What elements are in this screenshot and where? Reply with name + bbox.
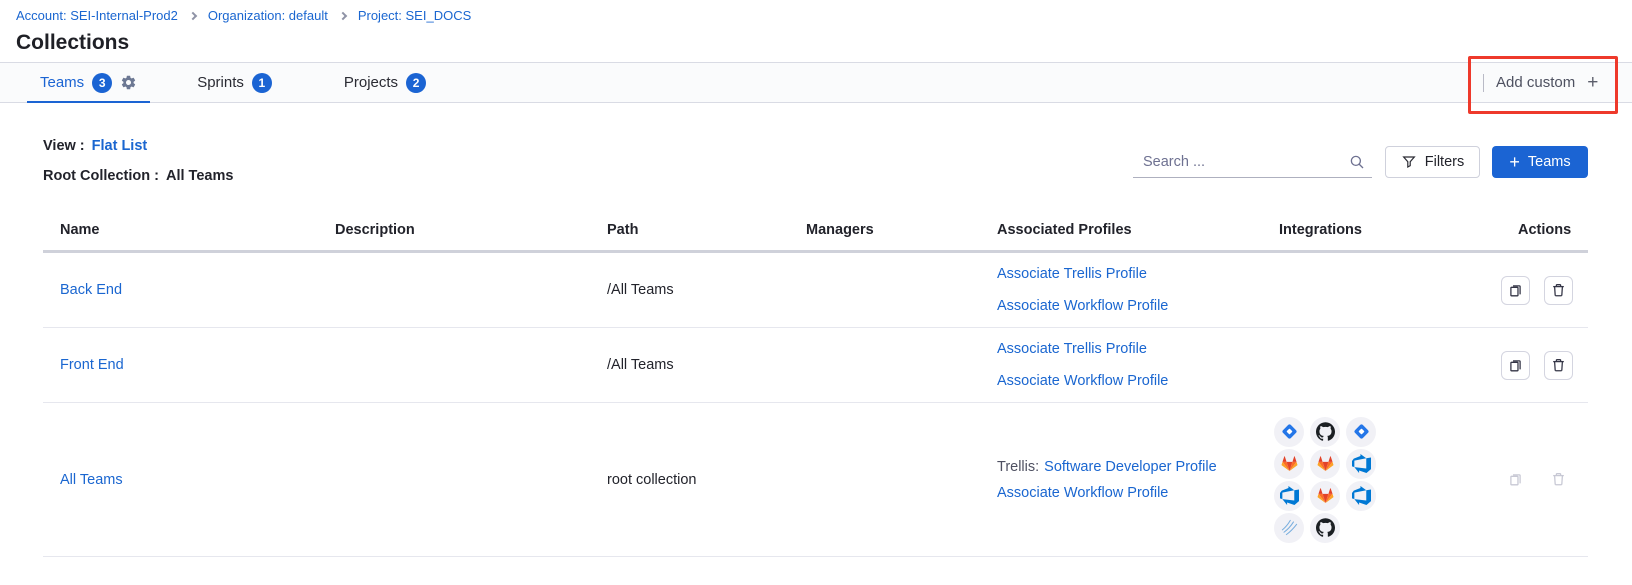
column-header-integrations: Integrations	[1279, 221, 1362, 238]
tab-sprints-count-badge: 1	[251, 72, 272, 93]
search-box	[1133, 146, 1372, 178]
copy-icon	[1510, 359, 1521, 371]
azure-devops-icon	[1274, 480, 1304, 511]
github-icon	[1310, 416, 1340, 447]
software-developer-profile-link[interactable]: Software Developer Profile	[1044, 458, 1217, 475]
copy-icon	[1510, 284, 1521, 296]
column-header-name: Name	[60, 221, 100, 238]
associated-profiles-cell: Associate Trellis Profile Associate Work…	[980, 266, 1262, 314]
table-row: All Teams root collection Trellis: Softwa…	[43, 403, 1588, 557]
column-header-associated-profiles: Associated Profiles	[997, 221, 1132, 238]
breadcrumb-organization-link[interactable]: Organization: default	[207, 8, 328, 23]
breadcrumb-project-link[interactable]: Project: SEI_DOCS	[357, 8, 472, 23]
associate-trellis-profile-link[interactable]: Associate Trellis Profile	[997, 266, 1147, 282]
tab-teams-count-badge: 3	[92, 72, 113, 93]
root-collection-label: Root Collection :	[43, 168, 159, 184]
gear-icon[interactable]	[120, 74, 137, 91]
tab-teams-label: Teams	[40, 74, 85, 91]
trellis-prefix-label: Trellis:	[997, 458, 1040, 475]
page-title: Collections	[16, 31, 130, 54]
tab-sprints-label: Sprints	[197, 74, 244, 91]
tab-teams[interactable]: Teams 3	[27, 63, 151, 103]
tab-projects-count-badge: 2	[406, 72, 427, 93]
associated-profiles-cell: Associate Trellis Profile Associate Work…	[980, 341, 1262, 389]
tab-projects-label: Projects	[343, 74, 399, 91]
view-label: View :	[43, 138, 85, 154]
associate-workflow-profile-link[interactable]: Associate Workflow Profile	[997, 298, 1169, 314]
vertical-divider	[1483, 73, 1484, 92]
search-icon[interactable]	[1348, 153, 1366, 171]
filter-funnel-icon	[1402, 156, 1416, 169]
chevron-right-icon	[338, 11, 348, 20]
path-cell: /All Teams	[607, 282, 674, 298]
filters-button[interactable]: Filters	[1385, 146, 1480, 178]
root-collection-value: All Teams	[166, 168, 234, 184]
table-header-row: Name Description Path Managers Associate…	[43, 209, 1588, 253]
integrations-grid	[1274, 416, 1376, 543]
gitlab-icon	[1274, 448, 1304, 479]
tab-bar: Teams 3 Sprints 1 Projects 2 Add custom …	[0, 62, 1632, 103]
gitlab-icon	[1310, 448, 1340, 479]
trash-icon	[1553, 283, 1564, 296]
actions-cell	[1501, 465, 1588, 494]
breadcrumb-account-link[interactable]: Account: SEI-Internal-Prod2	[16, 8, 178, 23]
actions-cell	[1501, 350, 1588, 380]
jira-icon	[1274, 416, 1304, 447]
filters-label: Filters	[1424, 154, 1465, 170]
arcs-icon	[1274, 512, 1304, 543]
add-custom-button[interactable]: Add custom +	[1483, 63, 1598, 102]
delete-button[interactable]	[1544, 275, 1573, 305]
delete-button-disabled	[1544, 465, 1573, 494]
collection-name-link[interactable]: All Teams	[60, 471, 123, 488]
tab-sprints[interactable]: Sprints 1	[184, 63, 285, 102]
associate-trellis-profile-link[interactable]: Associate Trellis Profile	[997, 341, 1147, 357]
chevron-right-icon	[188, 11, 198, 20]
associate-workflow-profile-link[interactable]: Associate Workflow Profile	[997, 373, 1169, 389]
delete-button[interactable]	[1544, 350, 1573, 380]
azure-devops-icon	[1346, 448, 1376, 479]
column-header-managers: Managers	[806, 221, 874, 238]
search-input[interactable]	[1133, 153, 1348, 170]
flat-list-link[interactable]: Flat List	[91, 138, 148, 154]
associated-profiles-cell: Trellis: Software Developer Profile Assoc…	[980, 459, 1262, 501]
copy-icon	[1510, 474, 1521, 486]
github-icon	[1310, 512, 1340, 543]
collection-name-link[interactable]: Front End	[60, 357, 124, 373]
collections-table: Name Description Path Managers Associate…	[43, 209, 1588, 557]
add-custom-label: Add custom	[1496, 74, 1576, 91]
path-cell: root collection	[607, 471, 697, 488]
plus-icon: +	[1587, 72, 1599, 93]
clone-button[interactable]	[1501, 275, 1530, 305]
jira-icon	[1346, 416, 1376, 447]
integrations-cell	[1262, 416, 1501, 543]
associate-workflow-profile-link[interactable]: Associate Workflow Profile	[997, 484, 1169, 501]
view-selector: View : Flat List	[43, 138, 147, 154]
gitlab-icon	[1310, 480, 1340, 511]
root-collection-line: Root Collection : All Teams	[43, 168, 233, 184]
trash-icon	[1553, 358, 1564, 371]
clone-button[interactable]	[1501, 350, 1530, 380]
column-header-path: Path	[607, 221, 639, 238]
actions-cell	[1501, 275, 1588, 305]
azure-devops-icon	[1346, 480, 1376, 511]
plus-icon: +	[1509, 152, 1520, 172]
clone-button-disabled	[1501, 465, 1530, 494]
trash-icon	[1553, 473, 1564, 486]
breadcrumb: Account: SEI-Internal-Prod2 Organization…	[16, 8, 471, 23]
add-teams-button[interactable]: + Teams	[1492, 146, 1588, 178]
collection-name-link[interactable]: Back End	[60, 282, 123, 298]
table-row: Front End /All Teams Associate Trellis P…	[43, 328, 1588, 403]
column-header-description: Description	[335, 221, 415, 238]
table-row: Back End /All Teams Associate Trellis Pr…	[43, 253, 1588, 328]
tab-projects[interactable]: Projects 2	[331, 63, 439, 102]
path-cell: /All Teams	[607, 357, 674, 373]
column-header-actions: Actions	[1518, 221, 1572, 238]
add-teams-label: Teams	[1527, 154, 1571, 170]
